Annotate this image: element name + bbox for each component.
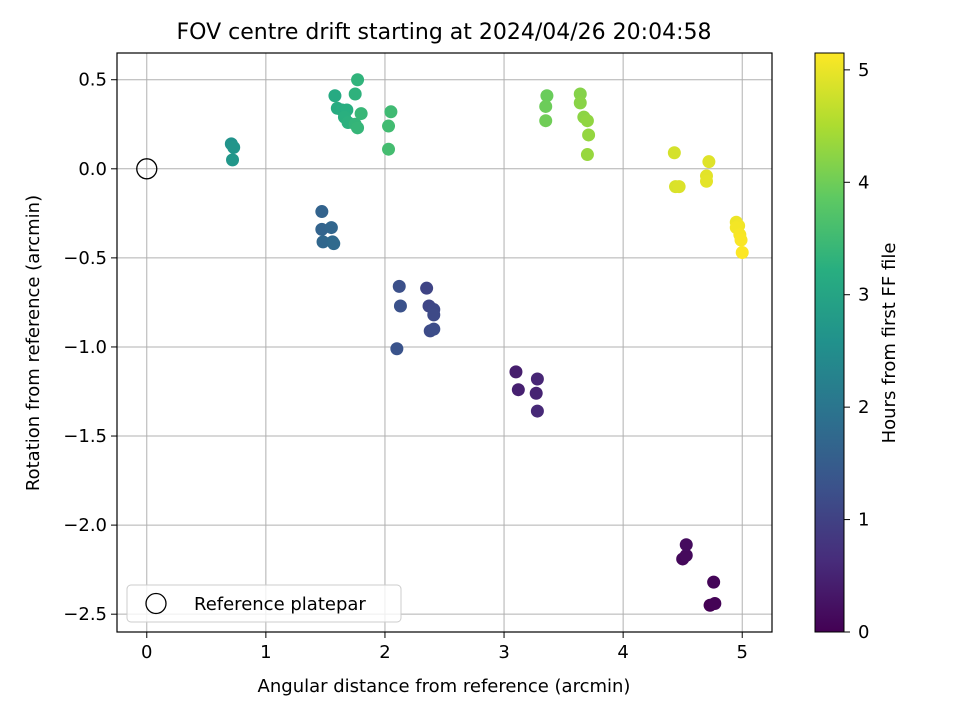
data-point (707, 575, 721, 589)
data-point (328, 89, 342, 103)
colorbar-ticks: 0 1 2 3 4 5 (844, 60, 869, 643)
data-point (582, 128, 596, 142)
reference-platepar-marker (136, 158, 158, 180)
data-point (708, 596, 722, 610)
x-tick-label: 5 (737, 642, 748, 663)
data-point (539, 99, 553, 113)
data-point (324, 221, 338, 235)
data-point (573, 96, 587, 110)
y-axis-ticks: 0.5 0.0 −0.5 −1.0 −1.5 −2.0 −2.5 (63, 70, 117, 625)
legend-entry-reference: Reference platepar (194, 594, 366, 615)
data-point (354, 107, 368, 121)
data-point (734, 233, 748, 247)
data-point (327, 237, 341, 251)
x-tick-label: 2 (379, 642, 390, 663)
colorbar: 0 1 2 3 4 5 Hours from first FF file (814, 52, 900, 643)
chart-title: FOV centre drift starting at 2024/04/26 … (177, 20, 712, 45)
data-point (351, 121, 365, 135)
y-tick-label: −0.5 (63, 248, 107, 269)
data-point (700, 174, 713, 188)
legend: Reference platepar (126, 584, 402, 623)
x-tick-label: 3 (498, 642, 509, 663)
reference-marker (136, 158, 158, 180)
colorbar-tick-label: 1 (858, 510, 869, 531)
data-point (672, 180, 686, 194)
data-point (573, 87, 587, 101)
x-axis-label: Angular distance from reference (arcmin) (258, 676, 631, 697)
x-tick-label: 0 (141, 642, 152, 663)
data-point (679, 538, 693, 552)
x-tick-label: 1 (260, 642, 271, 663)
data-point (580, 148, 594, 162)
data-point (427, 322, 441, 336)
colorbar-tick-label: 2 (858, 397, 869, 418)
colorbar-gradient (814, 52, 845, 633)
legend-reference-marker (145, 592, 167, 615)
data-point (679, 548, 693, 562)
data-points (224, 73, 749, 612)
plot-frame (116, 52, 773, 633)
data-point (392, 279, 406, 293)
data-point (667, 146, 681, 160)
data-point (382, 142, 396, 156)
data-point (511, 383, 525, 397)
data-point (384, 105, 398, 119)
y-tick-label: 0.5 (78, 70, 107, 91)
data-point (735, 246, 749, 260)
data-point (227, 140, 241, 154)
colorbar-label: Hours from first FF file (879, 243, 900, 444)
data-point (316, 235, 330, 249)
colorbar-tick-label: 0 (858, 622, 869, 643)
colorbar-tick-label: 3 (858, 285, 869, 306)
y-tick-label: −2.0 (63, 515, 107, 536)
data-point (702, 155, 716, 169)
data-point (540, 89, 554, 103)
colorbar-tick-label: 4 (858, 172, 869, 193)
grid-lines (117, 53, 772, 632)
data-point (530, 404, 544, 418)
data-point (529, 386, 543, 400)
data-point (382, 119, 396, 133)
data-point (315, 205, 329, 219)
data-point (226, 153, 240, 167)
y-axis-label: Rotation from reference (arcmin) (23, 195, 44, 491)
data-point (580, 114, 594, 128)
data-point (530, 372, 544, 386)
y-tick-label: −2.5 (63, 604, 107, 625)
y-tick-label: −1.0 (63, 337, 107, 358)
data-point (420, 281, 434, 295)
data-point (348, 87, 362, 101)
data-point (509, 365, 523, 379)
data-point (427, 308, 441, 322)
data-point (393, 299, 407, 313)
x-axis-ticks: 0 1 2 3 4 5 (141, 632, 748, 663)
colorbar-tick-label: 5 (858, 60, 869, 81)
data-point (539, 114, 553, 128)
y-tick-label: −1.5 (63, 426, 107, 447)
x-tick-label: 4 (617, 642, 628, 663)
y-tick-label: 0.0 (78, 159, 107, 180)
data-point (351, 73, 365, 87)
legend-box (126, 584, 402, 623)
data-point (390, 342, 404, 356)
